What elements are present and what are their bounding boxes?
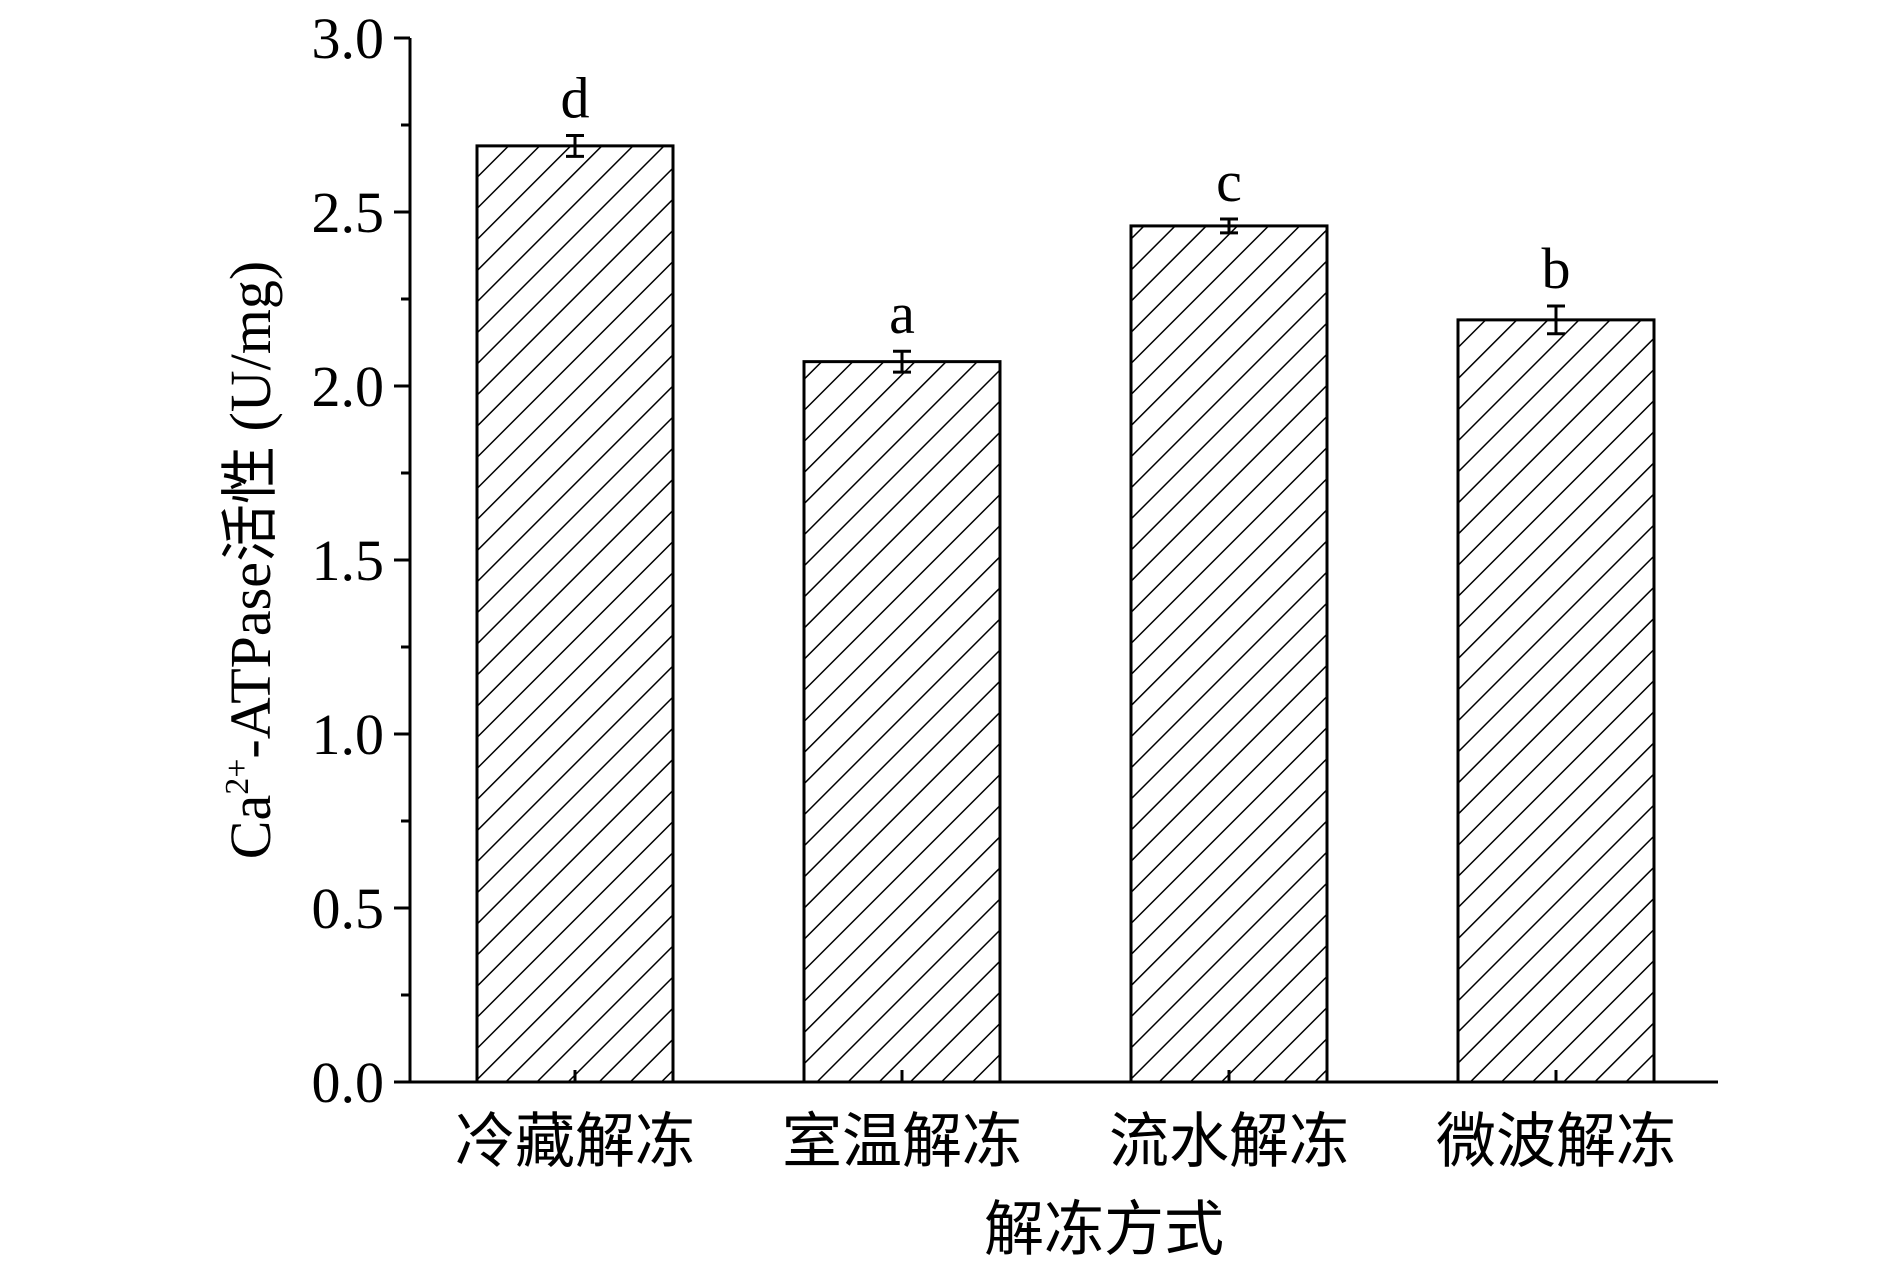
y-tick-label: 2.0 <box>312 354 385 419</box>
y-axis-title: Ca2+-ATPase活性 (U/mg) <box>218 261 283 859</box>
y-tick-label: 3.0 <box>312 6 385 71</box>
bar-hatch <box>1129 224 1329 1084</box>
y-tick-label: 0.0 <box>312 1050 385 1115</box>
x-tick-label: 冷藏解冻 <box>455 1109 695 1175</box>
y-tick-label: 1.5 <box>312 528 385 593</box>
x-tick-label: 微波解冻 <box>1436 1109 1676 1175</box>
significance-letter: c <box>1216 149 1242 214</box>
significance-letter: a <box>889 281 915 346</box>
x-tick-label: 室温解冻 <box>782 1109 1022 1175</box>
significance-letter: b <box>1542 236 1571 301</box>
y-tick-label: 1.0 <box>312 702 385 767</box>
x-tick-label: 流水解冻 <box>1109 1109 1349 1175</box>
bar-hatch <box>802 360 1002 1084</box>
y-axis-title-part: -ATPase活性 (U/mg) <box>218 261 283 759</box>
y-tick-label: 2.5 <box>312 180 385 245</box>
x-axis-title: 解冻方式 <box>984 1197 1224 1263</box>
y-axis-title-part: Ca <box>218 795 283 859</box>
y-tick-label: 0.5 <box>312 876 385 941</box>
bar-hatch <box>475 144 675 1084</box>
y-axis-title-sup: 2+ <box>219 759 256 795</box>
bar-hatch <box>1456 318 1656 1084</box>
significance-letter: d <box>561 65 590 130</box>
